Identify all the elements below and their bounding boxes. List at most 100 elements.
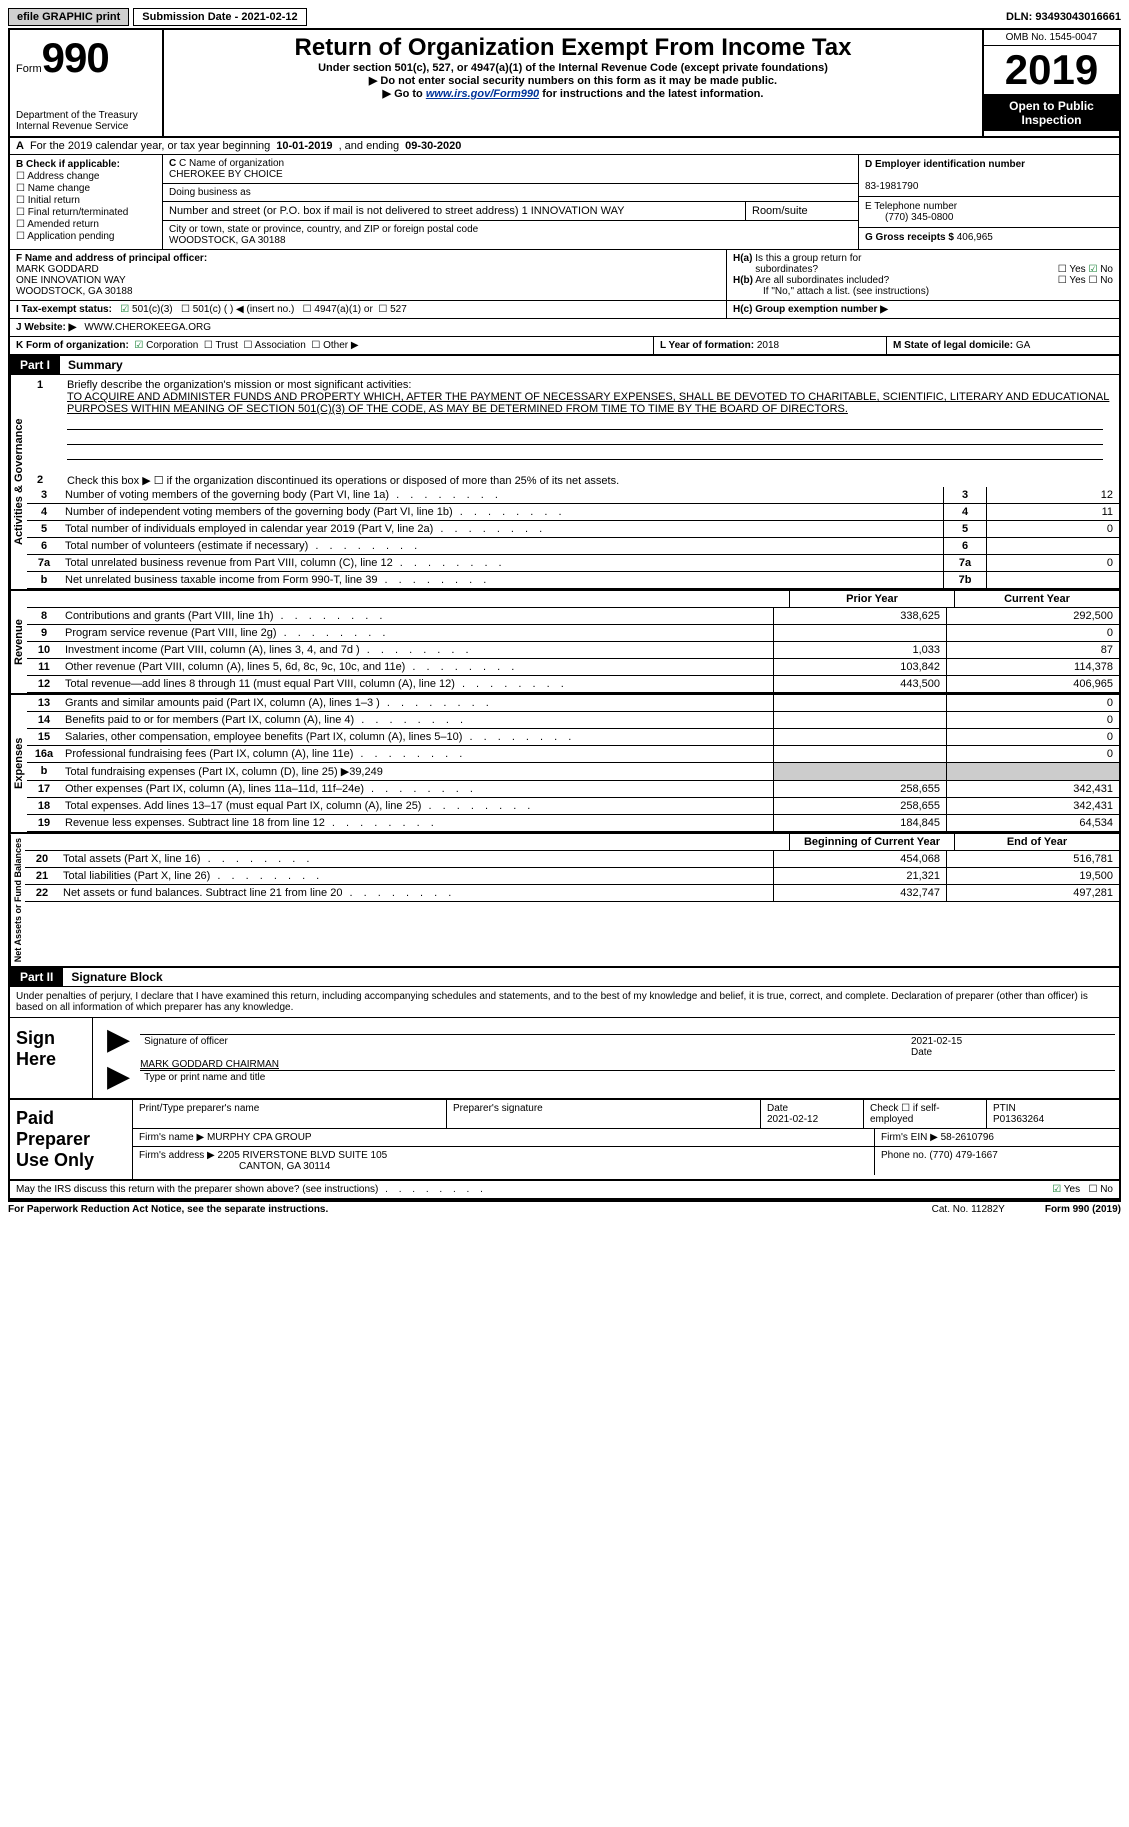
revenue-header: Prior Year Current Year xyxy=(27,591,1119,608)
column-c: C C Name of organization CHEROKEE BY CHO… xyxy=(163,155,858,249)
row-f-h: F Name and address of principal officer:… xyxy=(10,250,1119,301)
org-address: 1 INNOVATION WAY xyxy=(522,205,625,217)
form-number: 990 xyxy=(42,34,109,81)
chk-assoc[interactable]: Association xyxy=(243,340,305,351)
side-revenue: Revenue xyxy=(10,591,27,693)
org-city: WOODSTOCK, GA 30188 xyxy=(169,235,286,246)
form-word: Form xyxy=(16,63,42,75)
ha-no[interactable]: No xyxy=(1088,264,1113,275)
side-expenses: Expenses xyxy=(10,695,27,832)
part1-header: Part I Summary xyxy=(10,356,1119,375)
chk-final-return[interactable]: Final return/terminated xyxy=(16,207,156,218)
revenue-row: 8Contributions and grants (Part VIII, li… xyxy=(27,608,1119,625)
expense-row: 19Revenue less expenses. Subtract line 1… xyxy=(27,815,1119,832)
expense-row: 18Total expenses. Add lines 13–17 (must … xyxy=(27,798,1119,815)
gov-row: 3Number of voting members of the governi… xyxy=(27,487,1119,504)
form990-link[interactable]: www.irs.gov/Form990 xyxy=(426,88,539,100)
chk-4947[interactable]: 4947(a)(1) or xyxy=(303,304,373,315)
row-i: I Tax-exempt status: 501(c)(3) 501(c) ( … xyxy=(10,301,1119,319)
chk-application-pending[interactable]: Application pending xyxy=(16,231,156,242)
chk-corp[interactable]: Corporation xyxy=(134,340,198,351)
chk-527[interactable]: 527 xyxy=(378,304,406,315)
irs: Internal Revenue Service xyxy=(16,121,156,132)
website: WWW.CHEROKEEGA.ORG xyxy=(84,322,211,333)
ptin: P01363264 xyxy=(993,1114,1044,1125)
chk-initial-return[interactable]: Initial return xyxy=(16,195,156,206)
chk-trust[interactable]: Trust xyxy=(204,340,238,351)
telephone: (770) 345-0800 xyxy=(865,212,953,223)
firm-addr2: CANTON, GA 30114 xyxy=(139,1161,330,1172)
year-formation: 2018 xyxy=(757,340,779,351)
hb-yes[interactable]: Yes xyxy=(1058,275,1086,286)
chk-other[interactable]: Other ▶ xyxy=(311,340,358,351)
form-subtitle: Under section 501(c), 527, or 4947(a)(1)… xyxy=(170,62,976,74)
net-header: Beginning of Current Year End of Year xyxy=(25,834,1119,851)
section-bcde: B Check if applicable: Address change Na… xyxy=(10,155,1119,250)
footer: For Paperwork Reduction Act Notice, see … xyxy=(8,1202,1121,1217)
gross-receipts: 406,965 xyxy=(957,232,993,243)
expense-row: 17Other expenses (Part IX, column (A), l… xyxy=(27,781,1119,798)
firm-phone: (770) 479-1667 xyxy=(929,1150,997,1161)
org-name: CHEROKEE BY CHOICE xyxy=(169,169,283,180)
revenue-section: Revenue Prior Year Current Year 8Contrib… xyxy=(10,591,1119,695)
paid-preparer: Paid Preparer Use Only Print/Type prepar… xyxy=(10,1100,1119,1181)
revenue-row: 10Investment income (Part VIII, column (… xyxy=(27,642,1119,659)
chk-501c3[interactable]: 501(c)(3) xyxy=(120,304,172,315)
net-assets-section: Net Assets or Fund Balances Beginning of… xyxy=(10,834,1119,968)
expense-row: 14Benefits paid to or for members (Part … xyxy=(27,712,1119,729)
dept-treasury: Department of the Treasury xyxy=(16,110,156,121)
gov-row: 6Total number of volunteers (estimate if… xyxy=(27,538,1119,555)
sign-date: 2021-02-15 xyxy=(911,1036,962,1047)
header-right: OMB No. 1545-0047 2019 Open to Public In… xyxy=(982,30,1119,136)
column-b: B Check if applicable: Address change Na… xyxy=(10,155,163,249)
revenue-row: 11Other revenue (Part VIII, column (A), … xyxy=(27,659,1119,676)
firm-name: MURPHY CPA GROUP xyxy=(207,1132,312,1143)
officer-name-title: MARK GODDARD CHAIRMAN xyxy=(140,1059,1115,1070)
mission-block: 1 Briefly describe the organization's mi… xyxy=(27,375,1119,470)
gov-row: 4Number of independent voting members of… xyxy=(27,504,1119,521)
open-to-public: Open to Public Inspection xyxy=(984,95,1119,131)
tax-year: 2019 xyxy=(984,46,1119,95)
form-title: Return of Organization Exempt From Incom… xyxy=(170,34,976,62)
form-header: Form990 Department of the Treasury Inter… xyxy=(10,30,1119,138)
mission-text: TO ACQUIRE AND ADMINISTER FUNDS AND PROP… xyxy=(67,391,1109,415)
net-row: 21Total liabilities (Part X, line 26)21,… xyxy=(25,868,1119,885)
side-activities: Activities & Governance xyxy=(10,375,27,589)
officer-name: MARK GODDARD xyxy=(16,264,99,275)
row-j: J Website: ▶ WWW.CHEROKEEGA.ORG xyxy=(10,319,1119,337)
revenue-row: 12Total revenue—add lines 8 through 11 (… xyxy=(27,676,1119,693)
gov-row: 7aTotal unrelated business revenue from … xyxy=(27,555,1119,572)
col-b-title: B Check if applicable: xyxy=(16,159,120,170)
firm-addr1: 2205 RIVERSTONE BLVD SUITE 105 xyxy=(218,1150,388,1161)
expense-row: bTotal fundraising expenses (Part IX, co… xyxy=(27,763,1119,781)
discuss-no[interactable]: No xyxy=(1088,1184,1113,1195)
declaration: Under penalties of perjury, I declare th… xyxy=(10,987,1119,1018)
revenue-row: 9Program service revenue (Part VIII, lin… xyxy=(27,625,1119,642)
ssn-note: ▶ Do not enter social security numbers o… xyxy=(170,74,976,87)
column-de: D Employer identification number 83-1981… xyxy=(858,155,1119,249)
net-row: 20Total assets (Part X, line 16)454,0685… xyxy=(25,851,1119,868)
efile-print-button[interactable]: efile GRAPHIC print xyxy=(8,8,129,26)
expense-row: 15Salaries, other compensation, employee… xyxy=(27,729,1119,746)
sign-here: Sign Here ▶ Signature of officer 2021-02… xyxy=(10,1018,1119,1100)
chk-amended-return[interactable]: Amended return xyxy=(16,219,156,230)
chk-name-change[interactable]: Name change xyxy=(16,183,156,194)
state-domicile: GA xyxy=(1016,340,1030,351)
header-left: Form990 Department of the Treasury Inter… xyxy=(10,30,164,136)
ein: 83-1981790 xyxy=(865,181,918,192)
chk-501c[interactable]: 501(c) ( ) ◀ (insert no.) xyxy=(181,304,294,315)
chk-address-change[interactable]: Address change xyxy=(16,171,156,182)
side-net-assets: Net Assets or Fund Balances xyxy=(10,834,25,966)
hb-no[interactable]: No xyxy=(1088,275,1113,286)
discuss-row: May the IRS discuss this return with the… xyxy=(10,1181,1119,1200)
activities-governance: Activities & Governance 1 Briefly descri… xyxy=(10,375,1119,591)
expenses-section: Expenses 13Grants and similar amounts pa… xyxy=(10,695,1119,834)
header-middle: Return of Organization Exempt From Incom… xyxy=(164,30,982,136)
form-990: Form990 Department of the Treasury Inter… xyxy=(8,28,1121,1202)
ha-yes[interactable]: Yes xyxy=(1058,264,1086,275)
cat-no: Cat. No. 11282Y xyxy=(932,1204,1005,1215)
dln: DLN: 93493043016661 xyxy=(1006,11,1121,23)
gov-row: 5Total number of individuals employed in… xyxy=(27,521,1119,538)
row-klm: K Form of organization: Corporation Trus… xyxy=(10,337,1119,356)
discuss-yes[interactable]: Yes xyxy=(1052,1184,1080,1195)
